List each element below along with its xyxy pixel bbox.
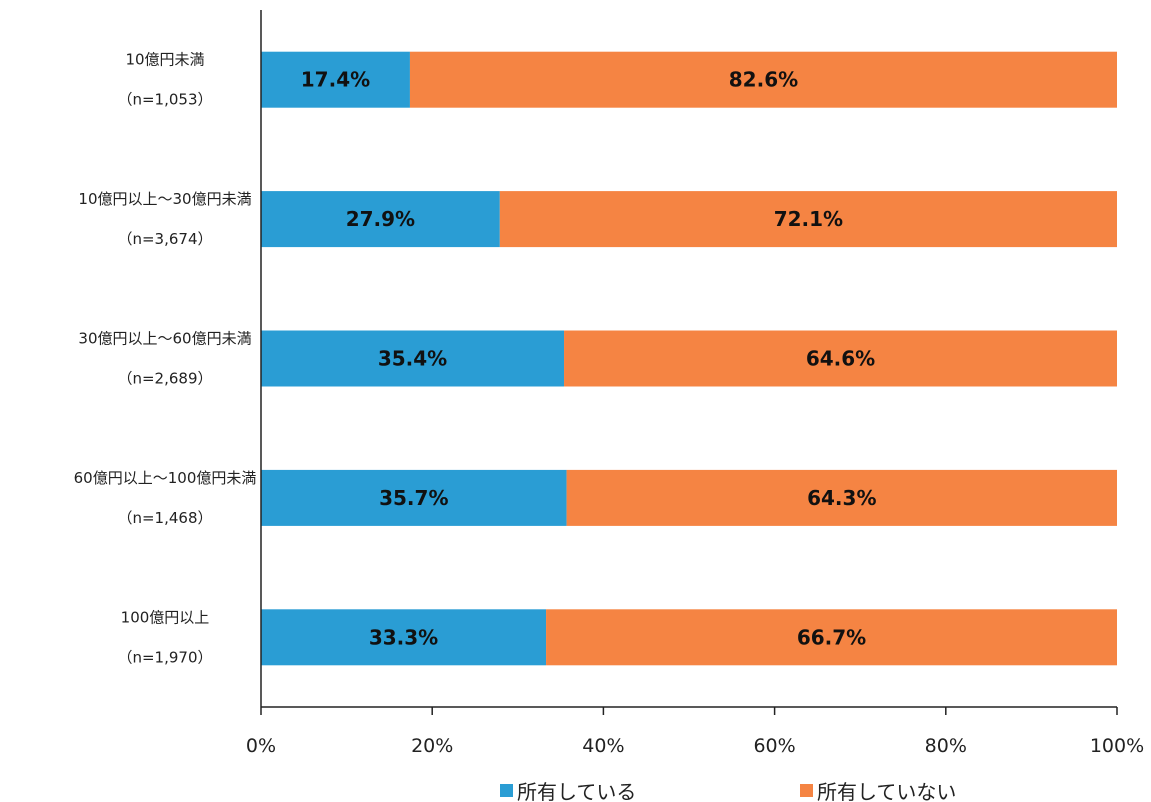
- bar-owned: [261, 330, 565, 387]
- data-label: 66.7%: [797, 625, 866, 649]
- data-label: 64.6%: [806, 347, 875, 371]
- legend-label: 所有している: [517, 780, 636, 802]
- bar-owned: [261, 609, 547, 666]
- data-label: 82.6%: [729, 68, 798, 92]
- data-label: 27.9%: [346, 207, 415, 231]
- x-tick-label: 100%: [1090, 735, 1144, 757]
- bar-owned: [261, 51, 410, 108]
- bar-not-owned: [546, 609, 1117, 666]
- legend-swatch: [500, 784, 513, 797]
- bar-owned: [261, 469, 567, 526]
- x-tick-label: 20%: [411, 735, 453, 757]
- bar-owned: [261, 191, 500, 248]
- category-n-label: （n=3,674）: [117, 230, 212, 248]
- data-label: 35.7%: [379, 486, 448, 510]
- data-label: 64.3%: [807, 486, 876, 510]
- category-n-label: （n=1,053）: [117, 91, 212, 109]
- x-tick-label: 60%: [753, 735, 795, 757]
- legend-label: 所有していない: [817, 780, 956, 802]
- bar-not-owned: [409, 51, 1118, 108]
- legend-swatch: [800, 784, 813, 797]
- category-label: 60億円以上～100億円未満: [74, 469, 257, 487]
- category-n-label: （n=2,689）: [117, 370, 212, 388]
- x-tick-label: 80%: [925, 735, 967, 757]
- category-n-label: （n=1,970）: [117, 648, 212, 666]
- category-label: 30億円以上～60億円未満: [78, 330, 251, 348]
- data-label: 17.4%: [301, 68, 370, 92]
- category-label: 10億円未満: [125, 51, 204, 69]
- x-tick-label: 0%: [246, 735, 276, 757]
- category-label: 10億円以上～30億円未満: [78, 190, 251, 208]
- data-label: 35.4%: [378, 347, 447, 371]
- bar-not-owned: [564, 330, 1117, 387]
- category-label: 100億円以上: [121, 608, 210, 626]
- data-label: 72.1%: [774, 207, 843, 231]
- x-tick-label: 40%: [582, 735, 624, 757]
- category-n-label: （n=1,468）: [117, 509, 212, 527]
- bar-not-owned: [566, 469, 1117, 526]
- data-label: 33.3%: [369, 625, 438, 649]
- bar-not-owned: [499, 191, 1118, 248]
